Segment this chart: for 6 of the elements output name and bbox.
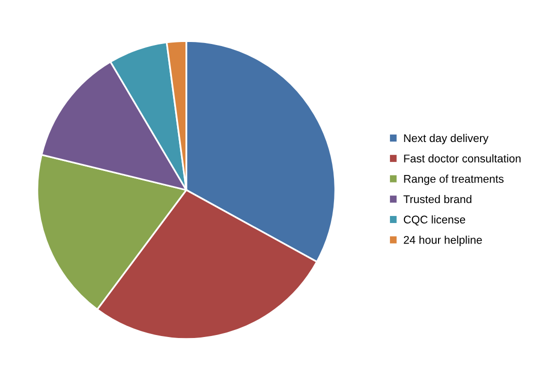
legend-label: Range of treatments — [404, 174, 504, 185]
legend-label: 24 hour helpline — [404, 236, 482, 246]
legend-label: Next day delivery — [404, 134, 488, 144]
legend-label: Trusted brand — [404, 195, 472, 204]
legend-label: Fast doctor consultation — [404, 154, 521, 162]
legend-label: CQC license — [404, 215, 466, 226]
